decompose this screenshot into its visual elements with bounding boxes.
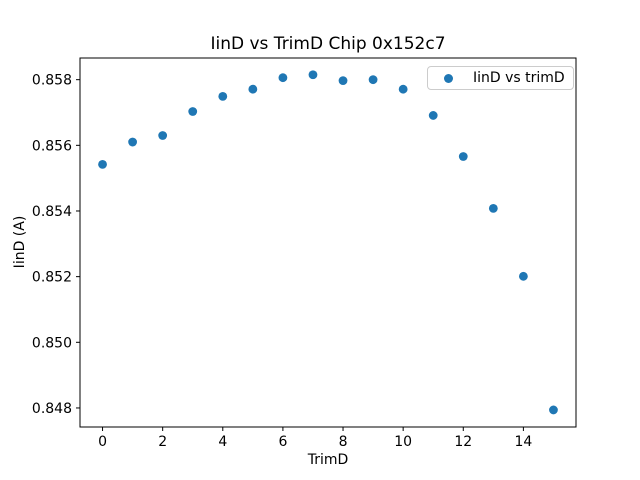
- y-tick-label: 0.858: [32, 73, 72, 89]
- x-tick-label: 14: [514, 434, 532, 450]
- scatter-point: [218, 92, 228, 101]
- scatter-point: [188, 107, 198, 116]
- y-axis-label: IinD (A): [12, 215, 28, 269]
- y-tick-label: 0.852: [32, 270, 72, 286]
- scatter-point: [518, 271, 528, 281]
- scatter-point: [338, 76, 348, 86]
- legend-label: IinD vs trimD: [473, 70, 565, 86]
- x-tick-label: 2: [158, 434, 167, 450]
- x-axis-label: TrimD: [307, 452, 349, 468]
- y-tick-label: 0.856: [32, 138, 72, 154]
- y-tick-label: 0.850: [32, 335, 72, 351]
- scatter-point: [308, 70, 318, 80]
- scatter-point: [248, 84, 258, 94]
- x-tick-label: 0: [98, 434, 107, 450]
- y-tick-label: 0.848: [32, 401, 72, 417]
- axes-frame: [79, 57, 577, 428]
- scatter-point: [458, 152, 468, 161]
- scatter-point: [549, 405, 558, 415]
- x-tick-label: 4: [218, 434, 227, 450]
- scatter-point: [368, 75, 378, 85]
- scatter-point: [398, 84, 408, 94]
- y-tick-label: 0.854: [32, 204, 72, 220]
- scatter-point: [488, 203, 498, 213]
- legend: IinD vs trimD: [427, 66, 574, 90]
- scatter-point: [128, 137, 138, 147]
- scatter-point: [98, 159, 107, 169]
- x-tick-label: 8: [339, 434, 348, 450]
- x-tick-label: 12: [454, 434, 472, 450]
- scatter-point: [158, 131, 168, 140]
- x-tick-label: 6: [278, 434, 287, 450]
- scatter-point: [428, 111, 438, 120]
- x-tick-label: 10: [394, 434, 412, 450]
- legend-marker-icon: [444, 73, 453, 83]
- scatter-point: [278, 73, 288, 83]
- chart-title: IinD vs TrimD Chip 0x152c7: [210, 34, 446, 54]
